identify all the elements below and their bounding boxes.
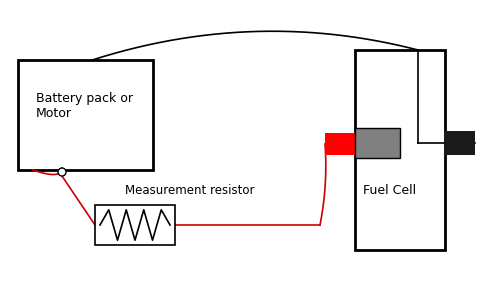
Bar <box>18 60 153 170</box>
Text: Measurement resistor: Measurement resistor <box>125 183 254 196</box>
Bar <box>355 128 400 158</box>
Text: Fuel Cell: Fuel Cell <box>363 183 416 196</box>
Bar <box>325 133 355 155</box>
Bar <box>355 50 445 250</box>
Text: Battery pack or
Motor: Battery pack or Motor <box>36 92 133 120</box>
Bar <box>95 205 175 245</box>
Circle shape <box>58 168 66 176</box>
Bar <box>445 131 475 155</box>
